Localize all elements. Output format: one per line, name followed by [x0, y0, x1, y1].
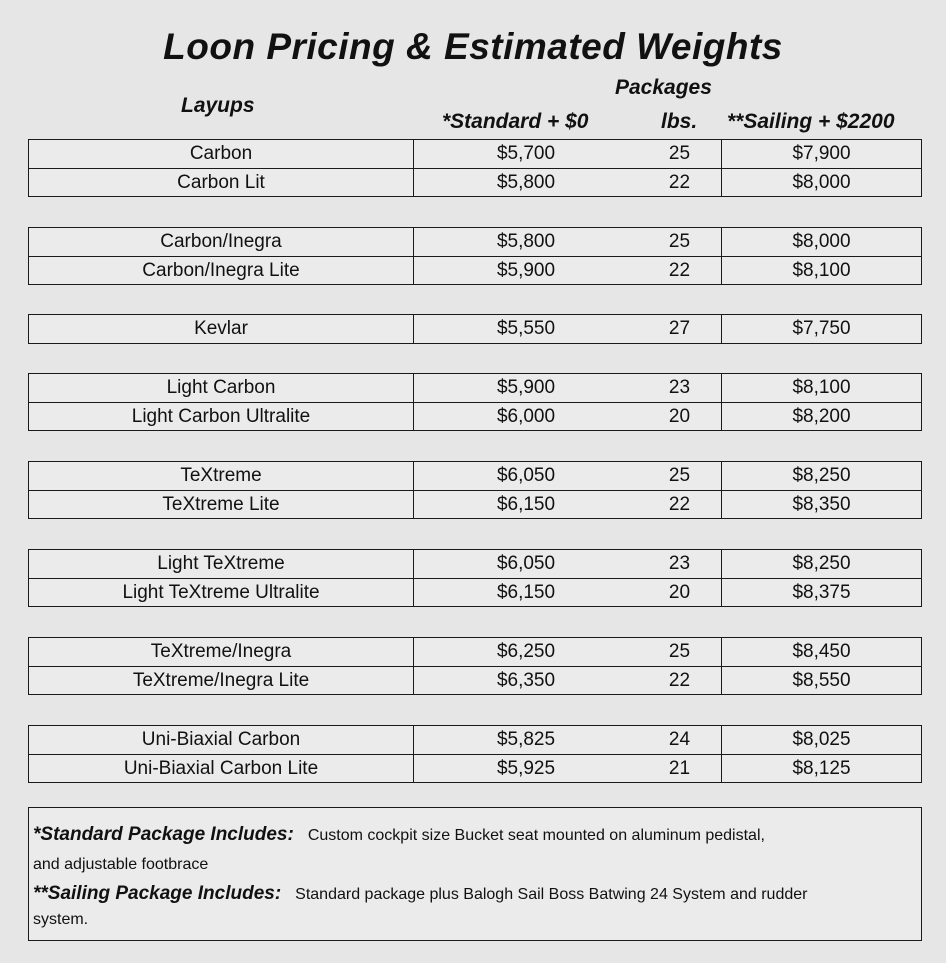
standard-note-text: Custom cockpit size Bucket seat mounted … [307, 827, 765, 844]
table-row: Uni-Biaxial Carbon Lite $5,925 21 $8,125 [28, 755, 922, 783]
sailing-price-cell: $8,000 [792, 231, 851, 252]
sailing-price-cell: $8,350 [792, 493, 851, 515]
standard-price-cell: $6,050 [496, 553, 556, 574]
sailing-price-cell: $8,550 [792, 669, 851, 691]
layup-name-cell: Light TeXtreme [29, 550, 414, 578]
sailing-note-text: Standard package plus Balogh Sail Boss B… [295, 886, 808, 903]
layup-group: Uni-Biaxial Carbon $5,825 24 $8,025 Uni-Biax… [28, 725, 922, 783]
layup-name-cell: Uni-Biaxial Carbon [29, 726, 414, 754]
standard-note-label: *Standard Package Includes: [33, 824, 294, 845]
header-lbs: lbs. [661, 110, 698, 133]
sailing-price-cell: $8,250 [792, 553, 851, 574]
layup-name-cell: Carbon [29, 140, 414, 168]
sailing-price-cell: $8,000 [792, 171, 851, 193]
sailing-price-cell: $8,375 [792, 581, 851, 603]
layup-name-cell: Light Carbon [29, 374, 414, 402]
layup-name-cell: Uni-Biaxial Carbon Lite [29, 755, 414, 782]
weight-cell: 20 [638, 403, 722, 430]
table-row: Carbon Lit $5,800 22 $8,000 [28, 169, 922, 197]
header-layups: Layups [181, 94, 255, 117]
sailing-price-cell: $7,900 [792, 143, 851, 164]
layup-group: Carbon/Inegra $5,800 25 $8,000 Carbon/Inegra… [28, 227, 922, 285]
standard-note-cont: and adjustable footbrace [33, 856, 209, 873]
sailing-price-cell: $8,250 [792, 465, 851, 486]
layup-name-cell: TeXtreme [29, 462, 414, 490]
table-row: TeXtreme/Inegra Lite $6,350 22 $8,550 [28, 667, 922, 695]
layup-group: Light TeXtreme $6,050 23 $8,250 Light TeXtre… [28, 549, 922, 607]
weight-cell: 20 [638, 579, 722, 606]
table-row: Light Carbon Ultralite $6,000 20 $8,200 [28, 403, 922, 431]
weight-cell: 23 [638, 374, 722, 402]
weight-cell: 27 [638, 315, 722, 343]
sailing-note-cont: system. [33, 911, 89, 928]
table-row: Light TeXtreme Ultralite $6,150 20 $8,375 [28, 579, 922, 607]
table-row: Kevlar $5,550 27 $7,750 [28, 314, 922, 344]
standard-price-cell: $6,000 [496, 405, 556, 427]
table-row: TeXtreme Lite $6,150 22 $8,350 [28, 491, 922, 519]
weight-cell: 22 [638, 667, 722, 694]
layup-group: Light Carbon $5,900 23 $8,100 Light Carbon U… [28, 373, 922, 431]
table-row: Carbon/Inegra Lite $5,900 22 $8,100 [28, 257, 922, 285]
sailing-price-cell: $8,125 [792, 757, 851, 779]
weight-cell: 23 [638, 550, 722, 578]
weight-cell: 21 [638, 755, 722, 782]
weight-cell: 25 [638, 638, 722, 666]
standard-price-cell: $6,150 [496, 581, 556, 603]
layup-name-cell: Carbon/Inegra Lite [29, 257, 414, 284]
layup-name-cell: TeXtreme/Inegra [29, 638, 414, 666]
standard-price-cell: $6,350 [496, 669, 556, 691]
header-standard: *Standard + $0 [442, 110, 589, 133]
weight-cell: 22 [638, 491, 722, 518]
layup-name-cell: Carbon/Inegra [29, 228, 414, 256]
weight-cell: 22 [638, 169, 722, 196]
layup-group: Carbon $5,700 25 $7,900 Carbon Lit $5,800 22 $8… [28, 139, 922, 197]
standard-price-cell: $5,900 [496, 377, 556, 398]
weight-cell: 22 [638, 257, 722, 284]
standard-price-cell: $6,150 [496, 493, 556, 515]
standard-price-cell: $6,250 [496, 641, 556, 662]
layup-name-cell: Light Carbon Ultralite [29, 403, 414, 430]
standard-price-cell: $6,050 [496, 465, 556, 486]
sailing-price-cell: $8,200 [792, 405, 851, 427]
table-row: TeXtreme $6,050 25 $8,250 [28, 461, 922, 491]
layup-group: TeXtreme/Inegra $6,250 25 $8,450 TeXtreme/In… [28, 637, 922, 695]
page-title: Loon Pricing & Estimated Weights [163, 26, 783, 67]
layup-name-cell: Kevlar [29, 315, 414, 343]
layup-name-cell: Carbon Lit [29, 169, 414, 196]
header-packages: Packages [615, 76, 712, 99]
standard-note: *Standard Package Includes: Custom cockpi… [33, 820, 917, 850]
layup-name-cell: TeXtreme/Inegra Lite [29, 667, 414, 694]
standard-price-cell: $5,700 [496, 143, 556, 164]
table-row: Uni-Biaxial Carbon $5,825 24 $8,025 [28, 725, 922, 755]
standard-price-cell: $5,825 [496, 729, 556, 750]
table-row: TeXtreme/Inegra $6,250 25 $8,450 [28, 637, 922, 667]
weight-cell: 24 [638, 726, 722, 754]
table-row: Light TeXtreme $6,050 23 $8,250 [28, 549, 922, 579]
sailing-price-cell: $8,100 [792, 259, 851, 281]
sailing-price-cell: $8,100 [792, 377, 851, 398]
header-sailing: **Sailing + $2200 [727, 110, 895, 133]
layup-group: Kevlar $5,550 27 $7,750 [28, 314, 922, 344]
weight-cell: 25 [638, 462, 722, 490]
standard-price-cell: $5,925 [496, 757, 556, 779]
standard-price-cell: $5,800 [496, 171, 556, 193]
weight-cell: 25 [638, 140, 722, 168]
sailing-note-label: **Sailing Package Includes: [33, 883, 282, 904]
package-notes: *Standard Package Includes: Custom cockpi… [28, 807, 922, 941]
sailing-price-cell: $8,025 [792, 729, 851, 750]
table-row: Carbon/Inegra $5,800 25 $8,000 [28, 227, 922, 257]
weight-cell: 25 [638, 228, 722, 256]
layup-group: TeXtreme $6,050 25 $8,250 TeXtreme Lite $6,15… [28, 461, 922, 519]
sailing-price-cell: $8,450 [792, 641, 851, 662]
sailing-price-cell: $7,750 [792, 318, 851, 339]
sailing-note: **Sailing Package Includes: Standard pack… [33, 879, 917, 909]
table-row: Light Carbon $5,900 23 $8,100 [28, 373, 922, 403]
layup-name-cell: TeXtreme Lite [29, 491, 414, 518]
layup-name-cell: Light TeXtreme Ultralite [29, 579, 414, 606]
standard-price-cell: $5,550 [496, 318, 556, 339]
standard-price-cell: $5,900 [496, 259, 556, 281]
standard-price-cell: $5,800 [496, 231, 556, 252]
table-row: Carbon $5,700 25 $7,900 [28, 139, 922, 169]
